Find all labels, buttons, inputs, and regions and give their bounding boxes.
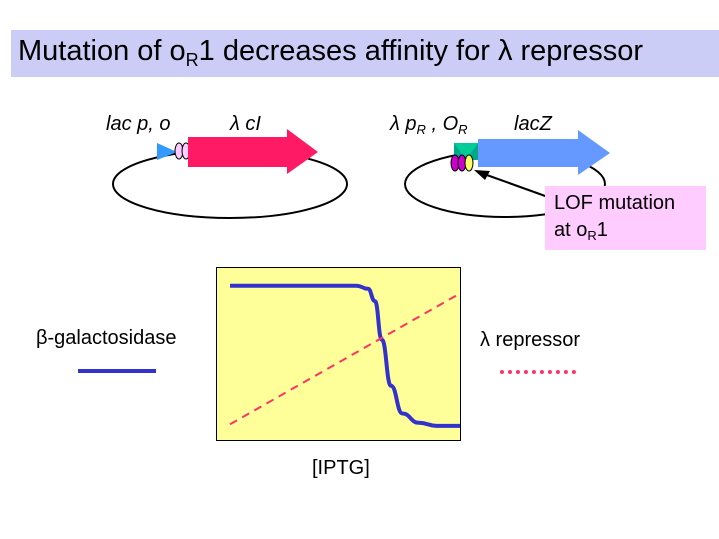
- plasmid-2-gene-label: lacZ: [514, 113, 552, 135]
- legend-right-line: [500, 370, 576, 374]
- series-line-lambda-repressor: [229, 292, 461, 426]
- plasmid-2-promoter-tip: [454, 143, 478, 160]
- callout-line-2: at oR1: [554, 219, 608, 243]
- plasmid-2-lacz-arrow: [478, 130, 610, 175]
- plot-area: [216, 267, 461, 441]
- plasmid-1-promoter-label: lac p, o: [106, 113, 171, 135]
- page-title: Mutation of oR1 decreases affinity for λ…: [18, 35, 643, 70]
- plasmid-1-ci-arrow: [188, 129, 318, 174]
- plasmid-1-promoter: [157, 143, 177, 160]
- series-line-beta-galactosidase: [230, 283, 460, 428]
- legend-left-label: β-galactosidase: [36, 327, 177, 349]
- legend-left-line: [78, 369, 156, 373]
- callout-pointer-head: [474, 170, 490, 180]
- lof-callout: LOF mutation at oR1: [545, 186, 706, 250]
- x-axis-label: [IPTG]: [312, 457, 370, 479]
- callout-pointer: [483, 173, 549, 198]
- plasmid-2-operator-c: [464, 154, 474, 172]
- plasmid-1-gene-label: λ cI: [230, 113, 261, 135]
- legend-right-label: λ repressor: [480, 329, 581, 351]
- callout-line-1: LOF mutation: [554, 192, 676, 214]
- title-bar: [11, 30, 719, 77]
- plasmid-2-promoter-label: λ pR , OR: [390, 113, 468, 137]
